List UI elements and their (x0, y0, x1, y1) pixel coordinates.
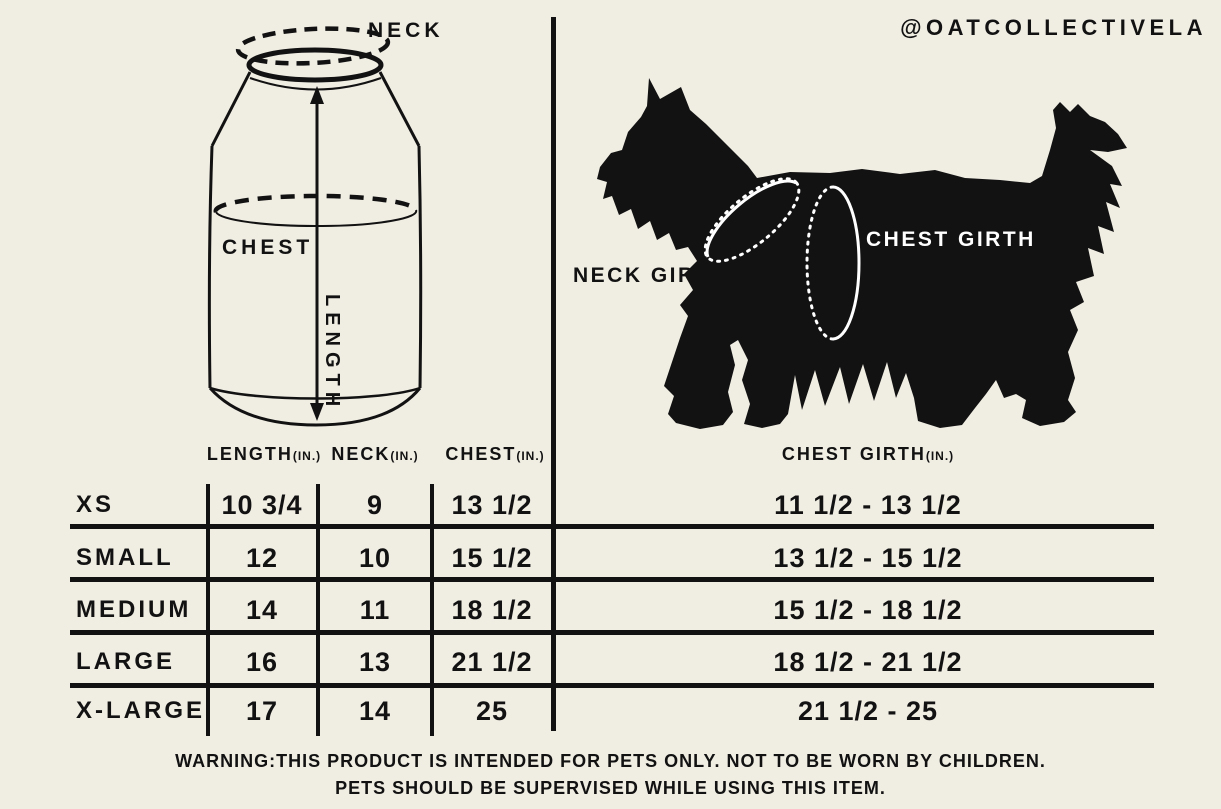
table-row-medium: MEDIUM 14 11 18 1/2 15 1/2 - 18 1/2 (0, 588, 1221, 632)
table-row-xs: XS 10 3/4 9 13 1/2 11 1/2 - 13 1/2 (0, 483, 1221, 527)
warning-line-2: PETS SHOULD BE SUPERVISED WHILE USING TH… (335, 778, 886, 798)
garment-neck-back-dashed-ellipse (235, 26, 391, 66)
header-chest-text: CHEST (445, 444, 517, 464)
header-chest-unit: (IN.) (516, 449, 545, 463)
brand-handle: @OATCOLLECTIVELA (900, 15, 1207, 40)
length-value: 12 (245, 543, 279, 573)
row-divider-line (70, 577, 1154, 582)
header-chest-girth-text: CHEST GIRTH (781, 444, 926, 464)
size-label: LARGE (76, 648, 175, 675)
neck-girth-ellipse (703, 177, 801, 263)
length-label: LENGTH (321, 294, 343, 413)
neck-girth-label: NECK GIRTH (573, 264, 729, 287)
garment-left-shoulder (210, 71, 252, 147)
chest-girth-label: CHEST GIRTH (866, 228, 1036, 251)
column-divider-line (206, 484, 210, 736)
garment-hem-bottom (208, 387, 422, 427)
header-neck-unit: (IN.) (390, 449, 419, 463)
size-label: MEDIUM (76, 596, 192, 623)
length-value: 16 (245, 647, 279, 677)
chest-girth-ellipse (805, 185, 861, 341)
garment-diagram (207, 26, 423, 427)
warning-text: WARNING:THIS PRODUCT IS INTENDED FOR PET… (0, 748, 1221, 802)
header-chest: CHEST(IN.) (440, 443, 550, 465)
garment-chest-dashed-arc (213, 193, 419, 213)
garment-left-side (207, 145, 214, 389)
chest-value: 13 1/2 (451, 490, 533, 520)
header-neck: NECK(IN.) (322, 443, 428, 465)
chest-girth-value: 15 1/2 - 18 1/2 (773, 595, 963, 625)
header-chest-girth: CHEST GIRTH(IN.) (718, 443, 1018, 465)
neck-value: 11 (359, 595, 391, 625)
row-divider-line (70, 630, 1154, 635)
table-row-large: LARGE 16 13 21 1/2 18 1/2 - 21 1/2 (0, 640, 1221, 684)
chest-girth-value: 11 1/2 - 13 1/2 (774, 490, 962, 520)
chest-value: 18 1/2 (451, 595, 533, 625)
length-measure-arrow (310, 86, 324, 421)
chest-value: 25 (475, 696, 509, 726)
size-label: X-LARGE (76, 697, 205, 724)
size-label: SMALL (76, 544, 174, 571)
header-neck-text: NECK (331, 444, 391, 464)
chest-value: 21 1/2 (451, 647, 533, 677)
dog-diagram (597, 78, 1127, 429)
column-divider-line (430, 484, 434, 736)
garment-right-shoulder (378, 71, 421, 147)
neck-value: 10 (358, 543, 392, 573)
row-divider-line (70, 683, 1154, 688)
chest-girth-value: 18 1/2 - 21 1/2 (773, 647, 963, 677)
vertical-divider (551, 17, 556, 731)
table-row-small: SMALL 12 10 15 1/2 13 1/2 - 15 1/2 (0, 536, 1221, 580)
table-row-x-large: X-LARGE 17 14 25 21 1/2 - 25 (0, 689, 1221, 733)
column-divider-line (316, 484, 320, 736)
garment-chest-seam-arc (215, 209, 418, 228)
header-length-text: LENGTH (206, 444, 293, 464)
neck-label: NECK (368, 19, 444, 42)
neck-value: 9 (366, 490, 384, 520)
chest-girth-value: 21 1/2 - 25 (797, 696, 939, 726)
garment-right-side (417, 145, 423, 389)
dog-silhouette (597, 78, 1127, 429)
chest-girth-value: 13 1/2 - 15 1/2 (773, 543, 963, 573)
length-value: 17 (245, 696, 279, 726)
neck-value: 13 (358, 647, 392, 677)
row-divider-line (70, 524, 1154, 529)
header-chest-girth-unit: (IN.) (925, 449, 955, 463)
length-value: 10 3/4 (221, 490, 303, 520)
size-label: XS (76, 491, 115, 518)
garment-hem-seam (209, 386, 421, 400)
length-value: 14 (245, 595, 279, 625)
chest-label: CHEST (222, 236, 314, 259)
header-length-unit: (IN.) (292, 449, 322, 463)
neck-value: 14 (358, 696, 392, 726)
chest-value: 15 1/2 (451, 543, 533, 573)
header-length: LENGTH(IN.) (202, 443, 326, 465)
warning-line-1: WARNING:THIS PRODUCT IS INTENDED FOR PET… (175, 751, 1046, 771)
garment-neck-opening-ellipse (246, 47, 384, 83)
